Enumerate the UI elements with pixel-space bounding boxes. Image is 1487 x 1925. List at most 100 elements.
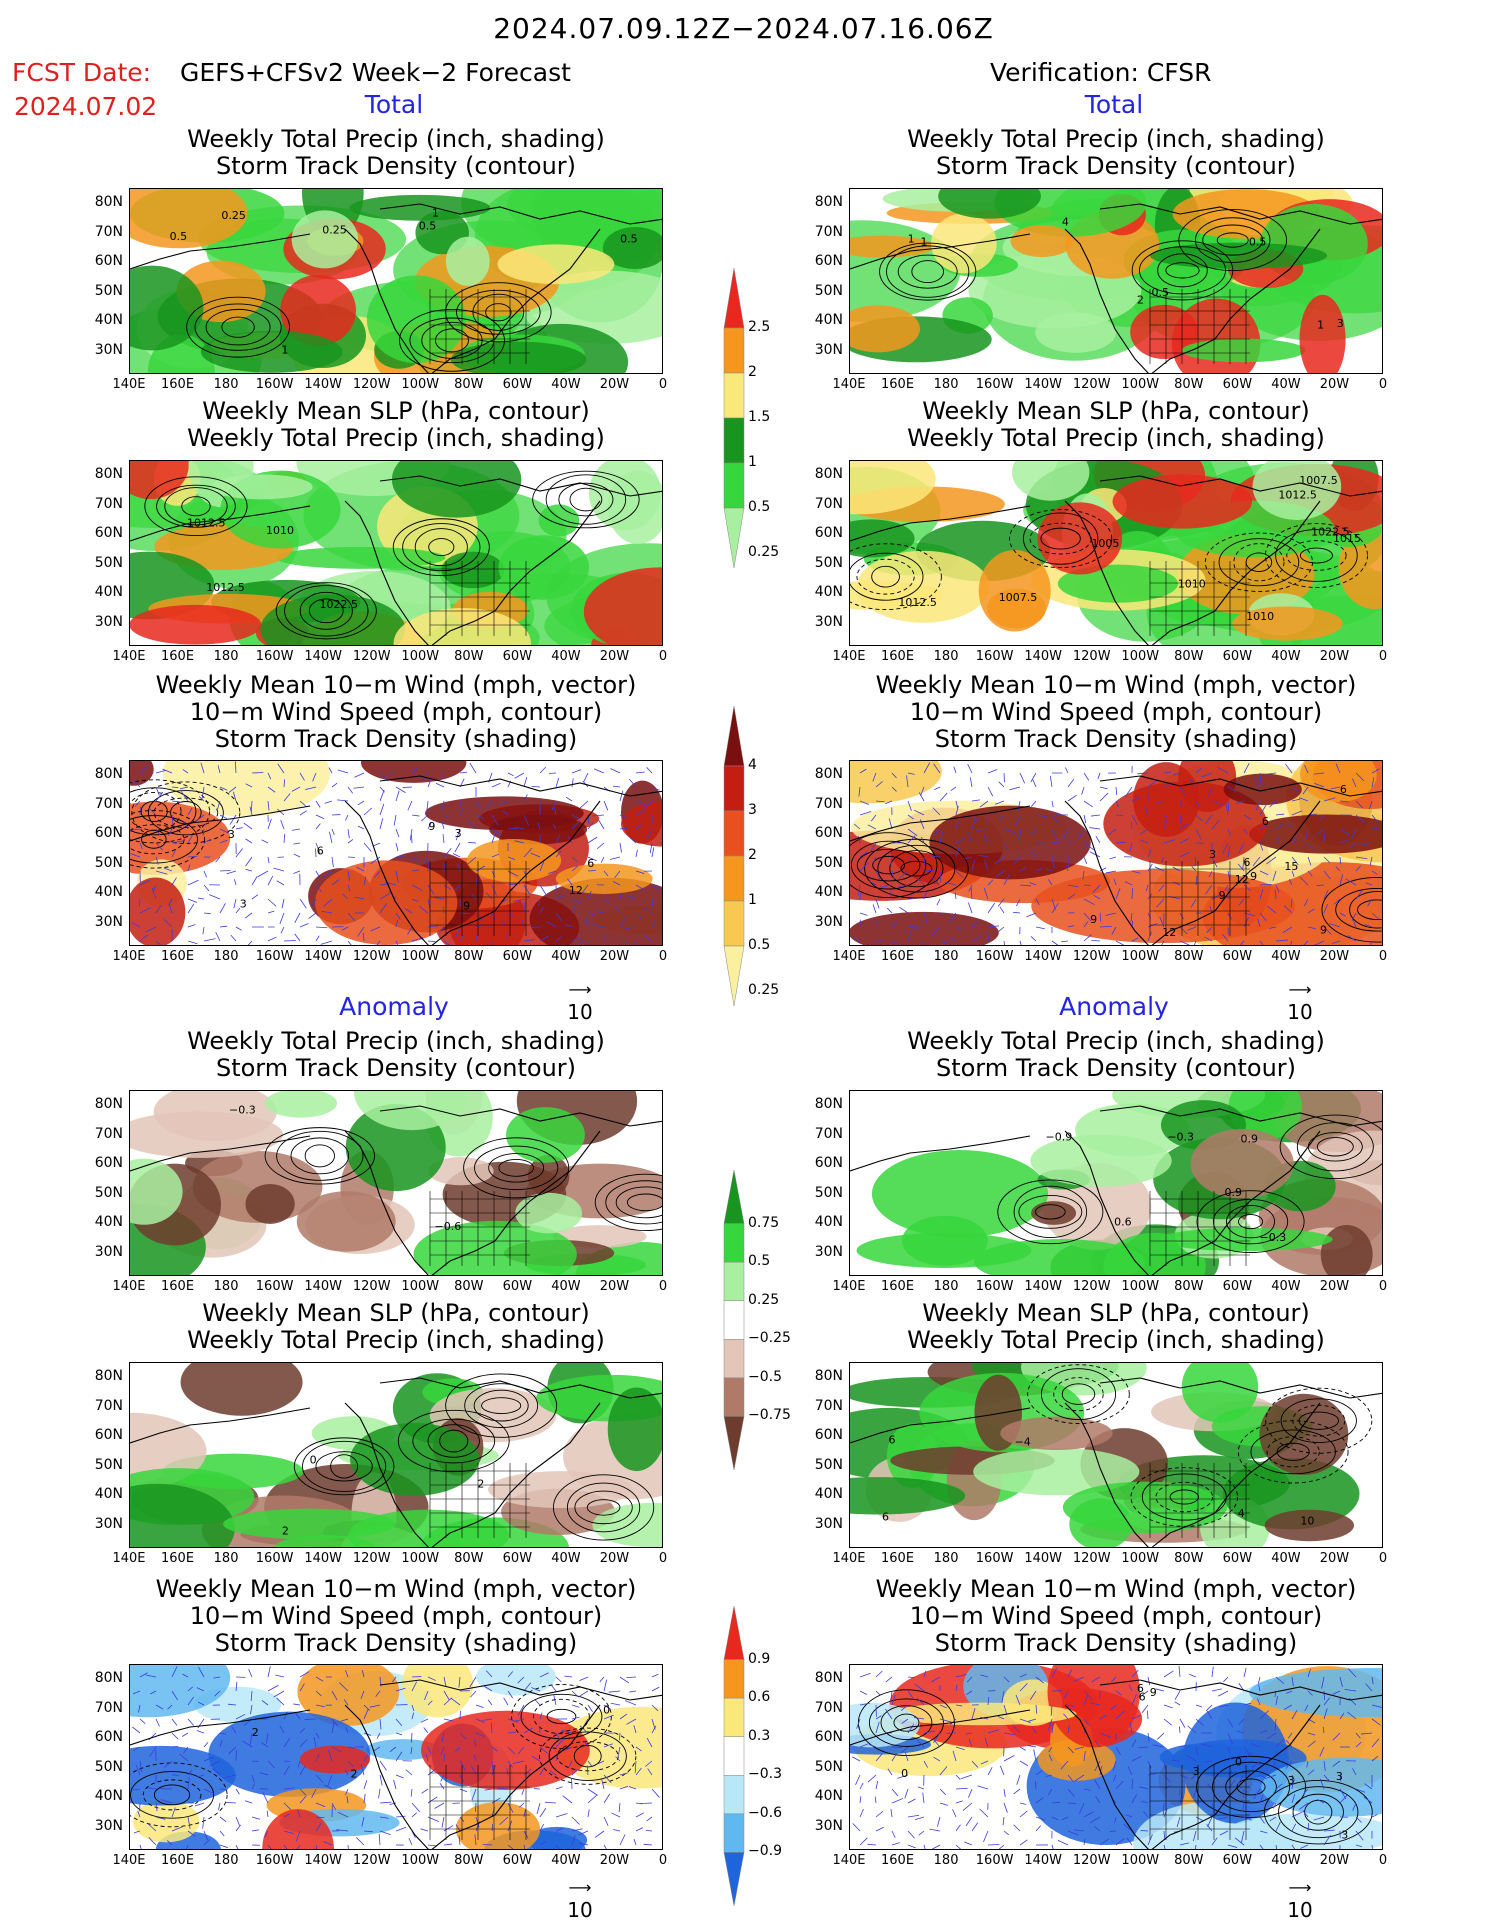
wind-vector xyxy=(1238,1718,1245,1725)
field-shading xyxy=(130,604,262,645)
wind-vector xyxy=(987,769,998,774)
wind-vector xyxy=(568,1760,573,1768)
wind-vector xyxy=(1323,1834,1331,1846)
wind-vector xyxy=(259,1772,269,1776)
wind-vector xyxy=(424,1690,429,1701)
contour-line xyxy=(398,309,505,372)
wind-vector xyxy=(1222,842,1229,854)
wind-vector xyxy=(405,1769,413,1776)
coastline xyxy=(1099,775,1382,797)
lon-tick-label: 80W xyxy=(1174,1853,1204,1868)
contour-line xyxy=(911,260,945,284)
wind-vector xyxy=(964,856,973,859)
wind-vector xyxy=(1029,1690,1037,1701)
coastline xyxy=(1064,228,1149,373)
wind-vector xyxy=(1083,934,1092,942)
wind-vector xyxy=(1328,923,1341,928)
wind-vector xyxy=(875,781,883,788)
wind-vector xyxy=(1274,889,1277,900)
lat-tick-label: 50N xyxy=(94,854,123,871)
wind-vector xyxy=(1355,800,1364,809)
wind-vector xyxy=(571,1769,578,1776)
field-shading xyxy=(850,1477,966,1515)
wind-vector xyxy=(1147,1732,1150,1743)
wind-vector xyxy=(995,870,1005,878)
contour-label: 6 xyxy=(1139,1691,1146,1704)
lon-tick-label: 0 xyxy=(1378,377,1388,392)
wind-vector xyxy=(198,796,205,802)
wind-vector xyxy=(646,1737,653,1748)
wind-vector xyxy=(331,828,335,836)
wind-vector xyxy=(1179,823,1189,830)
wind-vector xyxy=(297,1809,301,1818)
lon-tick-label: 120W xyxy=(1072,949,1111,964)
wind-vector xyxy=(171,1826,183,1832)
wind-vector xyxy=(1131,1669,1139,1678)
wind-vector xyxy=(579,1725,589,1734)
wind-vector xyxy=(1316,1798,1325,1804)
wind-vector xyxy=(135,1764,141,1776)
wind-vector xyxy=(155,791,164,802)
colorbar-label: −0.6 xyxy=(748,1804,782,1821)
wind-vector xyxy=(1083,1788,1091,1791)
wind-vector xyxy=(441,1732,445,1742)
wind-vector xyxy=(139,879,151,886)
coastline xyxy=(1151,1704,1321,1849)
wind-vector xyxy=(891,1746,903,1749)
wind-vector xyxy=(1061,1816,1069,1821)
wind-vector xyxy=(1156,1732,1165,1740)
wind-vector xyxy=(609,856,621,860)
wind-vector xyxy=(555,894,564,900)
wind-vector xyxy=(1204,814,1213,825)
wind-vector xyxy=(1137,772,1149,775)
wind-vector xyxy=(507,827,518,830)
colorbar-label: −0.3 xyxy=(748,1766,782,1783)
lon-tick-label: 140W xyxy=(1024,377,1062,392)
contour-line xyxy=(141,829,167,849)
wind-vector xyxy=(1185,1755,1197,1762)
wind-vector xyxy=(1156,800,1165,804)
wind-vector xyxy=(1048,1754,1053,1762)
lat-tick-label: 30N xyxy=(814,613,843,630)
wind-vector xyxy=(379,789,385,802)
field-shading xyxy=(299,1745,370,1774)
contour-line xyxy=(1298,1411,1340,1430)
wind-vector xyxy=(1065,767,1069,774)
wind-vector xyxy=(251,876,258,886)
lat-tick-label: 40N xyxy=(94,1486,123,1502)
wind-vector xyxy=(587,1795,597,1804)
contour-line xyxy=(330,1454,359,1479)
wind-vector xyxy=(994,800,1005,805)
wind-vector xyxy=(1269,926,1277,929)
wind-vector xyxy=(1112,1774,1117,1782)
contour-line xyxy=(850,543,942,611)
wind-vector xyxy=(1083,856,1088,864)
wind-vector xyxy=(649,842,653,854)
wind-vector xyxy=(1035,1816,1046,1821)
coastline xyxy=(130,1709,311,1746)
colorbar-swatch xyxy=(723,462,745,509)
wind-vector xyxy=(900,1704,909,1711)
lat-tick-label: 80N xyxy=(94,1670,123,1686)
contour-line xyxy=(532,470,640,529)
wind-vector xyxy=(939,1766,948,1776)
contour-label: 3 xyxy=(240,898,247,911)
wind-vector xyxy=(311,1788,317,1799)
wind-vector xyxy=(628,1786,637,1790)
lat-tick-label: 50N xyxy=(94,1184,123,1201)
wind-vector xyxy=(1323,1708,1328,1720)
contour-line xyxy=(1263,1779,1373,1845)
wind-vector xyxy=(907,1676,915,1678)
wind-vector xyxy=(1274,1718,1277,1731)
field-shading xyxy=(1264,1509,1355,1542)
wind-vector xyxy=(247,940,253,945)
wind-vector xyxy=(530,852,541,858)
map-panel-forecast-1: 1010 1012.5 1012.5 1022.5 xyxy=(129,460,663,646)
wind-vector xyxy=(1115,1780,1124,1790)
wind-vector xyxy=(187,864,191,872)
wind-vector xyxy=(1179,1745,1187,1748)
wind-vector xyxy=(411,869,420,872)
wind-vector xyxy=(392,1676,397,1683)
wind-vector xyxy=(261,1700,269,1706)
wind-vector xyxy=(531,1755,541,1762)
